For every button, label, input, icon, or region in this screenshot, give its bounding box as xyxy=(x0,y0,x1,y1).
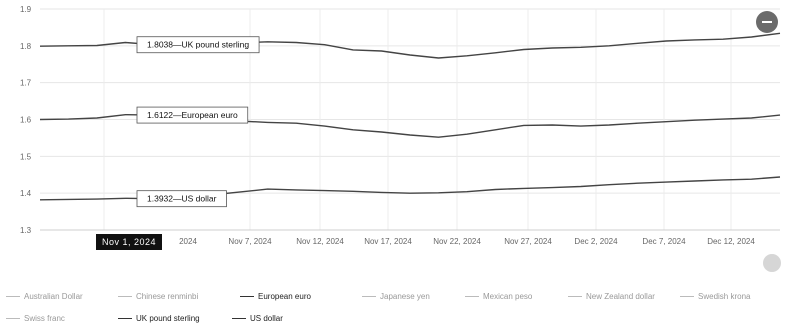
callout-label: 1.6122—European euro xyxy=(147,110,238,120)
legend-item[interactable]: US dollar xyxy=(232,314,283,323)
legend-label: UK pound sterling xyxy=(136,314,200,323)
x-tick-label: Nov 7, 2024 xyxy=(228,237,272,246)
legend-label: Mexican peso xyxy=(483,292,533,301)
x-tick-label: Nov 12, 2024 xyxy=(296,237,344,246)
legend-item[interactable]: European euro xyxy=(240,292,311,301)
legend-swatch xyxy=(568,296,582,297)
date-tooltip: Nov 1, 2024 xyxy=(96,234,163,250)
callout-box xyxy=(136,36,260,54)
callout-label: 1.3932—US dollar xyxy=(147,194,217,204)
legend-swatch xyxy=(6,318,20,319)
callout-label: 1.8038—UK pound sterling xyxy=(147,40,249,50)
legend-label: US dollar xyxy=(250,314,283,323)
legend-swatch xyxy=(465,296,479,297)
legend-item[interactable]: Australian Dollar xyxy=(6,292,83,301)
legend-item[interactable]: UK pound sterling xyxy=(118,314,200,323)
legend-label: Swedish krona xyxy=(698,292,751,301)
legend-swatch xyxy=(6,296,20,297)
x-tick-label: 2024 xyxy=(179,237,197,246)
callout-0: 1.8038—UK pound sterling xyxy=(136,36,260,54)
x-tick-label: Dec 2, 2024 xyxy=(574,237,618,246)
x-tick-label: Dec 7, 2024 xyxy=(642,237,686,246)
legend-item[interactable]: Chinese renminbi xyxy=(118,292,198,301)
y-tick-label: 1.6 xyxy=(20,116,32,125)
y-tick-label: 1.7 xyxy=(20,79,32,88)
legend-swatch xyxy=(680,296,694,297)
y-tick-label: 1.5 xyxy=(20,152,32,161)
legend-item[interactable]: Swedish krona xyxy=(680,292,750,301)
y-tick-label: 1.4 xyxy=(20,189,32,198)
x-tick-label: Nov 22, 2024 xyxy=(433,237,481,246)
legend-label: Australian Dollar xyxy=(24,292,83,301)
legend-swatch xyxy=(118,318,132,319)
x-tick-label: Nov 27, 2024 xyxy=(504,237,552,246)
legend-label: Chinese renminbi xyxy=(136,292,199,301)
callout-box xyxy=(136,190,227,208)
chart-scroll-icon[interactable] xyxy=(763,254,781,272)
legend-item[interactable]: Swiss franc xyxy=(6,314,65,323)
legend-item[interactable]: Japanese yen xyxy=(362,292,430,301)
legend-swatch xyxy=(240,296,254,297)
legend-swatch xyxy=(362,296,376,297)
chart-menu-icon[interactable] xyxy=(756,11,778,33)
y-tick-label: 1.9 xyxy=(20,5,32,14)
callout-1: 1.6122—European euro xyxy=(136,106,249,124)
callout-box xyxy=(136,106,249,124)
callout-2: 1.3932—US dollar xyxy=(136,190,227,208)
legend-item[interactable]: New Zealand dollar xyxy=(568,292,655,301)
legend-swatch xyxy=(232,318,246,319)
x-tick-label: Dec 12, 2024 xyxy=(707,237,755,246)
chart-legend: Australian Dollar Chinese renminbi Europea… xyxy=(0,288,791,328)
y-tick-label: 1.8 xyxy=(20,42,32,51)
legend-item[interactable]: Mexican peso xyxy=(465,292,532,301)
x-tick-label: Nov 17, 2024 xyxy=(364,237,412,246)
legend-label: Japanese yen xyxy=(380,292,430,301)
legend-label: European euro xyxy=(258,292,311,301)
legend-label: New Zealand dollar xyxy=(586,292,655,301)
legend-label: Swiss franc xyxy=(24,314,65,323)
y-tick-label: 1.3 xyxy=(20,226,32,235)
legend-swatch xyxy=(118,296,132,297)
series-callouts: 1.8038—UK pound sterling 1.6122—European … xyxy=(136,36,260,208)
y-axis-ticks: 1.9 1.8 1.7 1.6 1.5 1.4 1.3 xyxy=(20,5,32,235)
